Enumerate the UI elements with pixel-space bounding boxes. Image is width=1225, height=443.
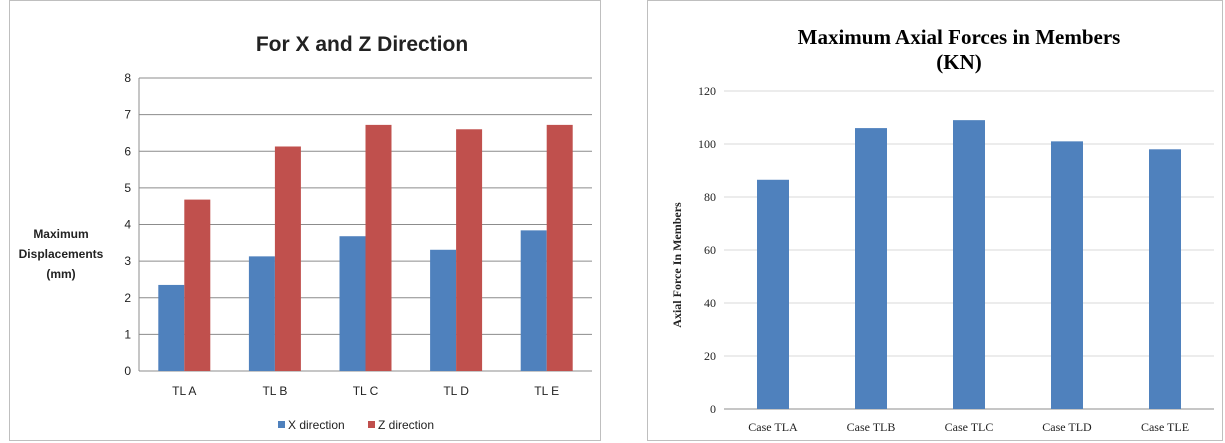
bar-z-direction: [546, 124, 573, 371]
bar-axial-force: [855, 128, 887, 409]
y-tick-label: 1: [124, 327, 131, 341]
legend-label: Z direction: [378, 418, 434, 432]
bar-x-direction: [430, 249, 457, 371]
y-tick-label: 0: [124, 364, 131, 378]
plot-area: 0 20 40 60 80 100 120 Case TLA Case TLB Case TLC C…: [698, 84, 1214, 434]
x-tick-label: Case TLE: [1141, 420, 1189, 434]
y-tick-label: 40: [704, 296, 716, 310]
bar-axial-force: [1051, 141, 1083, 409]
y-tick-label: 100: [698, 137, 716, 151]
y-tick-label: 3: [124, 254, 131, 268]
x-tick-label: TL B: [262, 384, 287, 398]
chart-title-line-1: Maximum Axial Forces in Members: [798, 25, 1121, 49]
y-tick-label: 60: [704, 243, 716, 257]
y-tick-label: 0: [710, 402, 716, 416]
legend-swatch: [278, 421, 285, 428]
bar-axial-force: [1149, 149, 1181, 410]
x-tick-label: Case TLD: [1042, 420, 1092, 434]
x-tick-label: TL E: [534, 384, 559, 398]
axial-force-chart-panel: Maximum Axial Forces in Members (KN) Axi…: [647, 0, 1223, 441]
plot-area: 0 1 2 3 4 5 6 7 8 TL A TL B TL C TL D TL E: [124, 71, 592, 398]
legend: X direction Z direction: [278, 418, 434, 432]
bar-x-direction: [248, 256, 275, 371]
chart-title-line-2: (KN): [936, 50, 982, 74]
y-tick-label: 8: [124, 71, 131, 85]
displacement-chart: For X and Z Direction Maximum Displaceme…: [19, 33, 592, 432]
bar-x-direction: [158, 284, 185, 371]
x-tick-label: TL D: [443, 384, 469, 398]
y-tick-label: 2: [124, 291, 131, 305]
y-axis-label: Axial Force In Members: [670, 202, 684, 328]
bar-z-direction: [274, 146, 301, 371]
bar-x-direction: [520, 230, 547, 371]
x-tick-label: TL C: [353, 384, 379, 398]
bar-z-direction: [456, 129, 483, 371]
y-tick-label: 4: [124, 218, 131, 232]
y-tick-label: 6: [124, 144, 131, 158]
legend-label: X direction: [288, 418, 345, 432]
bar-z-direction: [184, 199, 211, 371]
y-tick-label: 7: [124, 108, 131, 122]
legend-swatch: [368, 421, 375, 428]
x-tick-label: Case TLA: [748, 420, 798, 434]
bar-axial-force: [757, 179, 789, 409]
y-tick-label: 20: [704, 349, 716, 363]
displacement-chart-panel: For X and Z Direction Maximum Displaceme…: [9, 0, 601, 441]
chart-title: For X and Z Direction: [256, 33, 468, 56]
axial-force-chart: Maximum Axial Forces in Members (KN) Axi…: [670, 25, 1214, 434]
bar-x-direction: [339, 236, 366, 371]
y-axis-label-line-2: Displacements: [19, 247, 104, 261]
x-tick-label: Case TLC: [945, 420, 994, 434]
bar-axial-force: [953, 120, 985, 410]
y-tick-label: 5: [124, 181, 131, 195]
x-tick-label: Case TLB: [847, 420, 896, 434]
y-axis-label-line-3: (mm): [46, 267, 75, 281]
x-tick-label: TL A: [172, 384, 196, 398]
y-tick-label: 80: [704, 190, 716, 204]
bar-z-direction: [365, 124, 392, 371]
y-axis-label-line-1: Maximum: [33, 227, 88, 241]
y-tick-label: 120: [698, 84, 716, 98]
